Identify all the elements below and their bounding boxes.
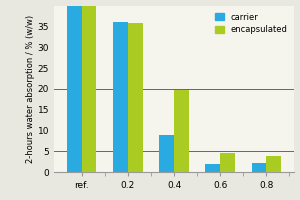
Bar <box>159 135 174 172</box>
Bar <box>220 153 235 172</box>
Bar <box>67 6 82 172</box>
Bar <box>82 6 97 172</box>
Bar <box>266 156 281 172</box>
Bar <box>206 164 220 172</box>
Bar <box>113 22 128 172</box>
Legend: carrier, encapsulated: carrier, encapsulated <box>213 10 290 36</box>
Bar <box>174 90 189 172</box>
Y-axis label: 2-hours water absorption / % (w/w): 2-hours water absorption / % (w/w) <box>26 15 35 163</box>
Bar <box>128 23 142 172</box>
Bar <box>251 163 266 172</box>
